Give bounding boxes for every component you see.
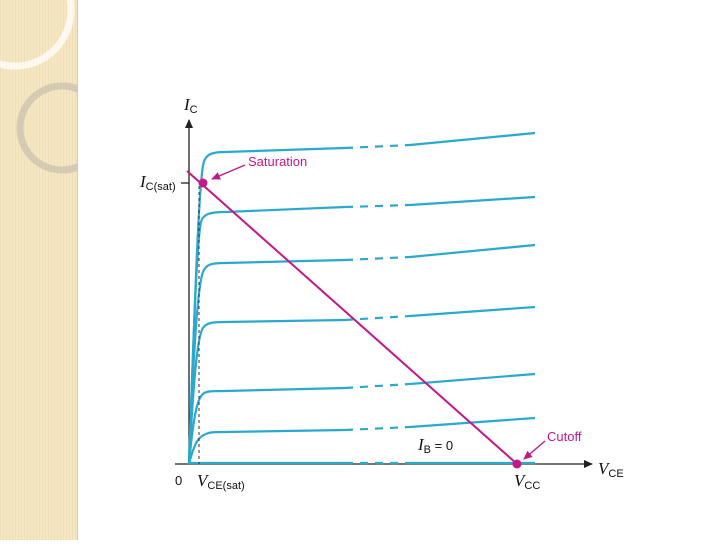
cutoff-label: Cutoff — [547, 429, 582, 444]
curve-ib-2-tail — [409, 372, 536, 386]
curve-ib-4-dash — [344, 255, 411, 262]
curve-ib-3-tail — [409, 305, 536, 318]
saturation-point — [198, 178, 208, 188]
cutoff-point — [512, 459, 522, 469]
curve-ib-2 — [187, 386, 346, 465]
curve-ib-3 — [187, 318, 346, 465]
curve-ib-6-dash — [344, 143, 411, 150]
ib-zero-label: IB = 0 — [417, 435, 453, 456]
curve-ib-6-tail — [409, 131, 536, 147]
vce-sat-label: VCE(sat) — [197, 471, 245, 492]
curve-ib-5-tail — [409, 195, 536, 207]
y-axis-label: IC — [183, 95, 198, 116]
curve-ib-4-tail — [409, 243, 536, 259]
curve-ib-6 — [187, 146, 346, 465]
saturation-arrow — [211, 164, 246, 180]
curve-ib-1-tail — [409, 416, 536, 429]
origin-label: 0 — [175, 473, 182, 488]
curve-ib-3-dash — [344, 314, 411, 322]
curve-ib-1 — [187, 428, 346, 465]
saturation-label: Saturation — [248, 154, 307, 169]
curve-ib-2-dash — [344, 382, 411, 390]
ic-sat-label: IC(sat) — [139, 172, 176, 193]
x-axis-label: VCE — [598, 459, 624, 480]
dc-load-line — [186, 170, 518, 465]
cutoff-arrow — [523, 440, 546, 460]
curve-ib-5-dash — [344, 203, 411, 209]
characteristic-curves — [187, 131, 536, 465]
decorative-side-panel — [0, 0, 108, 540]
curve-ib-4 — [187, 258, 346, 465]
curve-ib-1-dash — [344, 425, 411, 432]
vcc-label: VCC — [514, 471, 540, 492]
curve-ib-5 — [187, 205, 346, 465]
